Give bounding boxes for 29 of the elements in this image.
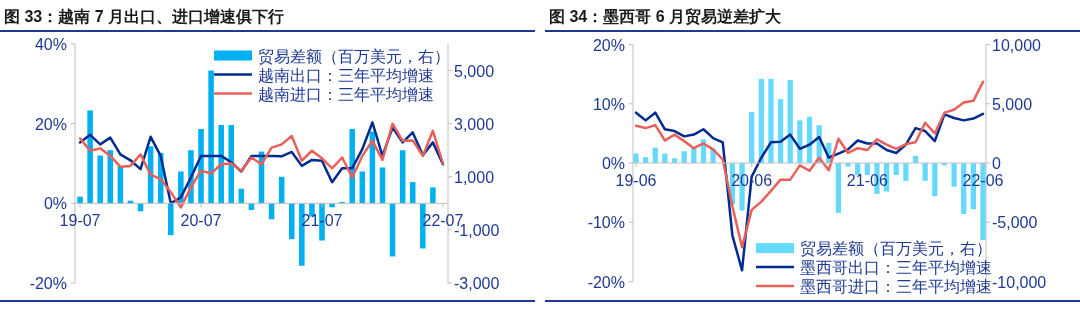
legend-label: 越南进口：三年平均增速 (258, 85, 434, 103)
chart-title: 图 33：越南 7 月出口、进口增速俱下行 (4, 8, 285, 25)
chart-title: 图 34：墨西哥 6 月贸易逆差扩大 (549, 8, 783, 26)
y2-tick-label: 10,000 (992, 36, 1042, 54)
legend-label: 贸易差额（百万美元，右） (800, 240, 992, 258)
y2-tick-label: -3,000 (454, 275, 500, 292)
y2-tick-label: 1,000 (454, 168, 495, 186)
x-tick-label: 20-07 (180, 212, 222, 230)
y2-tick-label: -5,000 (992, 214, 1038, 232)
legend-label: 墨西哥出口：三年平均增速 (800, 259, 992, 277)
y-tick-label: 40% (34, 36, 67, 53)
y-tick-label: -10% (587, 214, 625, 232)
y2-tick-label: 5,000 (454, 62, 495, 80)
y2-tick-label: -10,000 (992, 273, 1047, 291)
y-tick-label: 20% (592, 36, 625, 54)
y2-tick-label: 0 (992, 155, 1001, 173)
y2-tick-label: 5,000 (992, 95, 1033, 113)
x-tick-label: 19-06 (615, 172, 657, 190)
legend-label: 越南出口：三年平均增速 (258, 66, 434, 84)
y-tick-label: 0% (601, 155, 625, 173)
y-tick-label: 10% (592, 95, 625, 113)
y-tick-label: 20% (34, 115, 67, 133)
y2-tick-label: 3,000 (454, 115, 495, 133)
legend-label: 墨西哥进口：三年平均增速 (800, 278, 992, 296)
x-tick-label: 19-07 (59, 212, 101, 230)
y-tick-label: -20% (587, 273, 625, 291)
y-tick-label: -20% (29, 275, 67, 292)
y-tick-label: 0% (43, 195, 67, 213)
legend-label: 贸易差额（百万美元，右） (258, 47, 450, 65)
